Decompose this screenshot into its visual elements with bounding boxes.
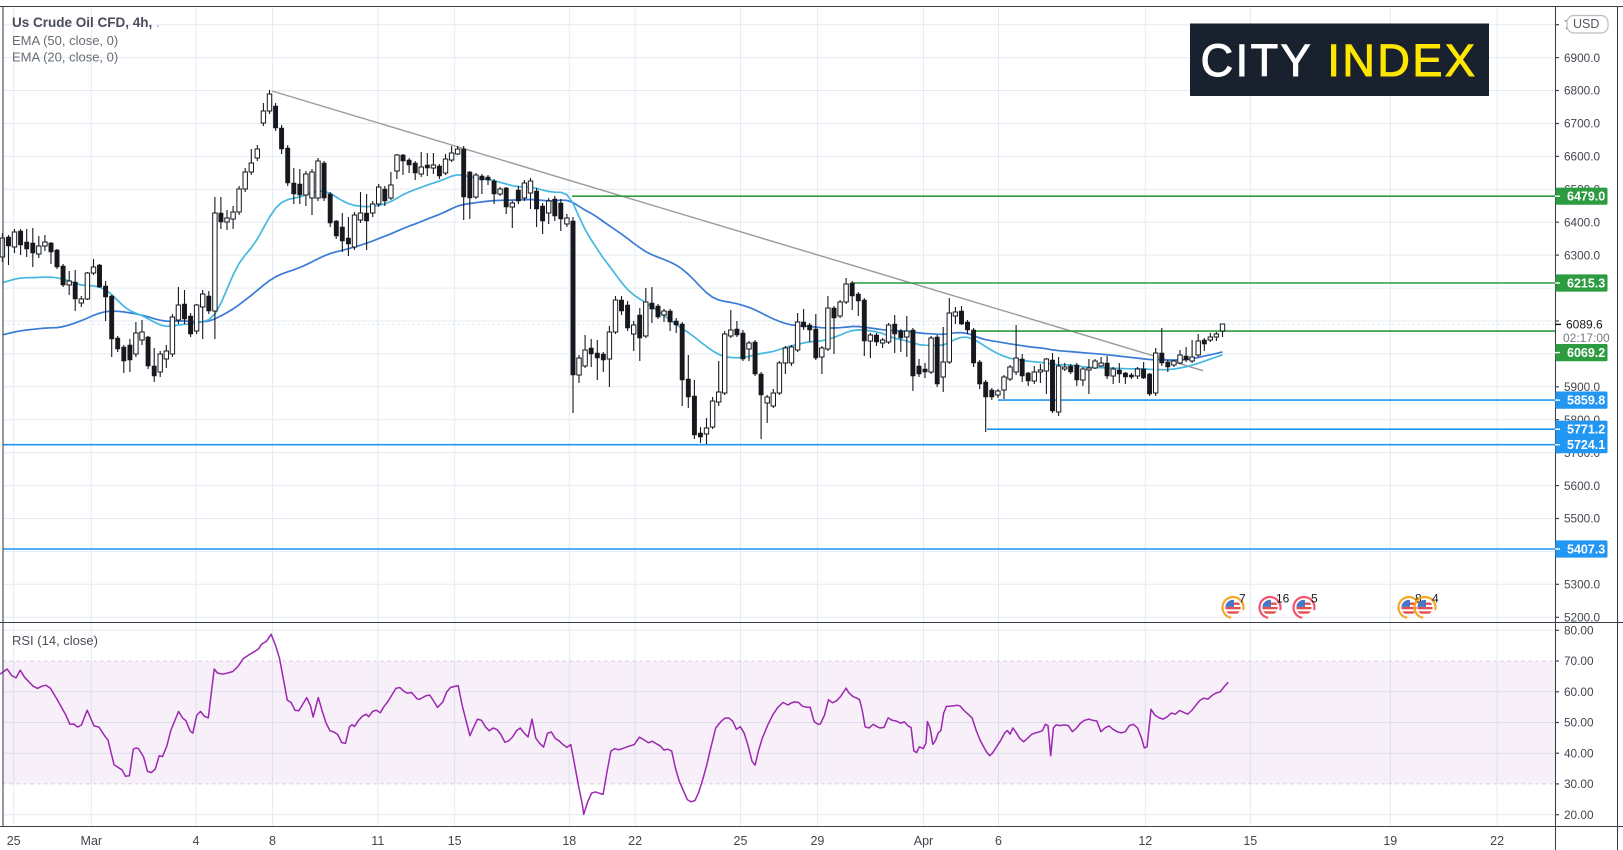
- svg-text:16: 16: [1276, 592, 1290, 606]
- svg-text:80.00: 80.00: [1564, 624, 1594, 638]
- svg-text:6800.0: 6800.0: [1564, 84, 1601, 98]
- svg-text:Mar: Mar: [81, 834, 103, 848]
- svg-text:6089.6: 6089.6: [1566, 318, 1603, 332]
- svg-text:5200.0: 5200.0: [1564, 611, 1601, 625]
- svg-text:EMA (20, close, 0): EMA (20, close, 0): [12, 50, 118, 65]
- svg-text:6069.2: 6069.2: [1567, 346, 1605, 360]
- svg-text:02:17:00: 02:17:00: [1563, 331, 1610, 345]
- svg-text:18: 18: [562, 834, 576, 848]
- svg-text:6479.0: 6479.0: [1567, 190, 1605, 204]
- svg-text:5724.1: 5724.1: [1567, 438, 1605, 452]
- svg-text:11: 11: [371, 834, 384, 848]
- svg-text:70.00: 70.00: [1564, 654, 1594, 668]
- svg-text:5407.3: 5407.3: [1567, 542, 1605, 556]
- svg-text:6300.0: 6300.0: [1564, 248, 1601, 262]
- svg-text:15: 15: [448, 834, 462, 848]
- svg-text:4: 4: [193, 834, 200, 848]
- svg-text:RSI (14, close): RSI (14, close): [12, 633, 98, 648]
- svg-text:CITY INDEX: CITY INDEX: [1201, 35, 1478, 86]
- svg-text:Us Crude Oil CFD, 4h, .: Us Crude Oil CFD, 4h, .: [12, 15, 160, 30]
- svg-text:EMA (50, close, 0): EMA (50, close, 0): [12, 33, 118, 48]
- svg-text:6600.0: 6600.0: [1564, 150, 1601, 164]
- svg-text:50.00: 50.00: [1564, 716, 1594, 730]
- svg-text:6900.0: 6900.0: [1564, 51, 1601, 65]
- svg-text:20.00: 20.00: [1564, 808, 1594, 822]
- svg-text:30.00: 30.00: [1564, 777, 1594, 791]
- svg-text:6400.0: 6400.0: [1564, 215, 1601, 229]
- svg-text:25: 25: [7, 834, 21, 848]
- svg-text:5859.8: 5859.8: [1567, 394, 1605, 408]
- svg-text:7: 7: [1239, 592, 1246, 606]
- svg-text:40.00: 40.00: [1564, 746, 1594, 760]
- svg-text:5771.2: 5771.2: [1567, 423, 1605, 437]
- svg-text:5600.0: 5600.0: [1564, 479, 1601, 493]
- svg-text:6215.3: 6215.3: [1567, 276, 1605, 290]
- svg-text:12: 12: [1138, 834, 1152, 848]
- svg-text:5: 5: [1311, 592, 1318, 606]
- svg-text:29: 29: [810, 834, 824, 848]
- svg-text:Apr: Apr: [914, 834, 933, 848]
- svg-text:60.00: 60.00: [1564, 685, 1594, 699]
- svg-text:5500.0: 5500.0: [1564, 512, 1601, 526]
- svg-text:6700.0: 6700.0: [1564, 117, 1601, 131]
- svg-text:22: 22: [628, 834, 642, 848]
- svg-text:5300.0: 5300.0: [1564, 578, 1601, 592]
- svg-text:USD: USD: [1573, 17, 1599, 31]
- svg-text:22: 22: [1490, 834, 1504, 848]
- svg-text:4: 4: [1432, 592, 1439, 606]
- svg-text:5900.0: 5900.0: [1564, 380, 1601, 394]
- svg-text:8: 8: [269, 834, 276, 848]
- svg-text:6: 6: [995, 834, 1002, 848]
- svg-text:15: 15: [1243, 834, 1257, 848]
- svg-text:19: 19: [1383, 834, 1397, 848]
- svg-text:25: 25: [734, 834, 748, 848]
